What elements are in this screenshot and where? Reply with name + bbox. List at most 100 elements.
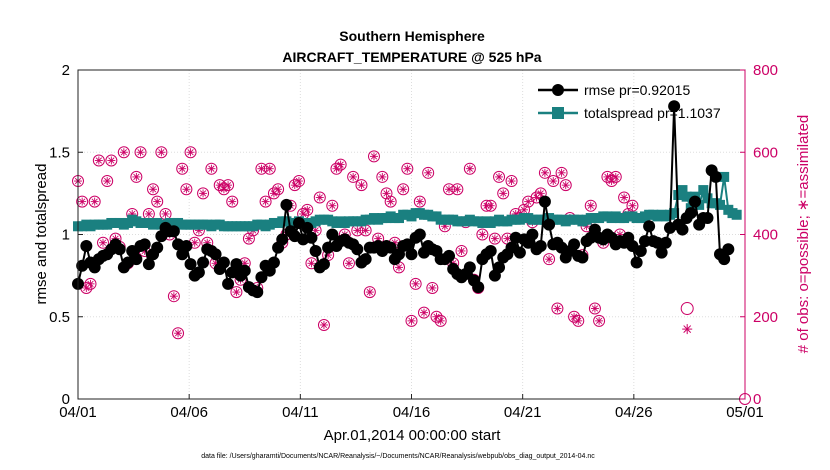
rmse-point: [267, 256, 280, 269]
rmse-point: [222, 277, 235, 290]
x-tick-label: 04/06: [170, 404, 208, 421]
rmse-point: [184, 258, 197, 271]
rmse-point: [192, 266, 205, 279]
x-tick-label: 04/01: [59, 404, 97, 421]
rmse-point: [309, 244, 322, 257]
rmse-point: [684, 207, 697, 220]
chart-title: Southern Hemisphere: [339, 28, 485, 44]
obs-count-point: [326, 199, 339, 212]
totalspread-point: [698, 185, 709, 196]
rmse-point: [463, 261, 476, 274]
y-left-tick-label: 1.5: [49, 144, 70, 161]
obs-count-point: [593, 314, 606, 327]
rmse-point: [472, 281, 485, 294]
rmse-point: [526, 228, 539, 241]
obs-count-point: [451, 183, 464, 196]
rmse-point: [217, 256, 230, 269]
obs-count-point: [92, 154, 105, 167]
obs-possible-point: [680, 302, 694, 316]
rmse-point: [484, 244, 497, 257]
totalspread-point: [714, 199, 725, 210]
obs-count-point: [347, 170, 360, 183]
y-left-tick-label: 0: [62, 391, 70, 408]
totalspread-point: [719, 171, 730, 182]
rmse-point: [251, 286, 264, 299]
obs-count-point: [117, 146, 130, 159]
rmse-point: [443, 249, 456, 262]
y-left-tick-label: 0.5: [49, 309, 70, 326]
obs-count-point: [242, 232, 255, 245]
obs-count-point: [572, 314, 585, 327]
obs-assimilated-point: [682, 324, 693, 335]
obs-count-point: [230, 286, 243, 299]
obs-count-point: [522, 195, 535, 208]
obs-count-point: [130, 170, 143, 183]
obs-count-point: [292, 175, 305, 188]
rmse-point: [688, 195, 701, 208]
rmse-point: [130, 253, 143, 266]
obs-count-point: [147, 183, 160, 196]
obs-count-point: [618, 191, 631, 204]
rmse-point: [113, 243, 126, 256]
rmse-point: [351, 243, 364, 256]
legend-totalspread-label: totalspread pr=1.1037: [584, 105, 721, 121]
rmse-point: [543, 218, 556, 231]
rmse-point: [668, 100, 681, 113]
y-right-tick-label: 0: [753, 391, 761, 408]
obs-count-point: [84, 277, 97, 290]
obs-count-point: [493, 170, 506, 183]
obs-count-point: [434, 314, 447, 327]
obs-count-point: [422, 166, 435, 179]
x-tick-label: 04/21: [504, 404, 542, 421]
obs-count-point: [176, 162, 189, 175]
y-left-tick-label: 1: [62, 227, 70, 244]
obs-count-point: [505, 175, 518, 188]
totalspread-point: [669, 208, 680, 219]
obs-count-point: [609, 170, 622, 183]
rmse-point: [676, 223, 689, 236]
obs-count-point: [313, 191, 326, 204]
obs-count-point: [488, 232, 501, 245]
rmse-point: [180, 240, 193, 253]
rmse-point: [538, 195, 551, 208]
obs-count-point: [342, 257, 355, 270]
rmse-point: [493, 261, 506, 274]
rmse-point: [643, 220, 656, 233]
obs-count-point: [172, 327, 185, 340]
obs-count-point: [205, 162, 218, 175]
obs-count-point: [180, 183, 193, 196]
rmse-point: [413, 228, 426, 241]
obs-count-point: [155, 146, 168, 159]
rmse-point: [384, 241, 397, 254]
obs-count-point: [317, 318, 330, 331]
rmse-point: [326, 228, 339, 241]
obs-count-point: [88, 195, 101, 208]
obs-count-point: [272, 183, 285, 196]
obs-count-point: [463, 162, 476, 175]
y-right-tick-label: 600: [753, 144, 778, 161]
obs-count-point: [543, 253, 556, 266]
footnote: data file: /Users/gharamti/Documents/NCA…: [201, 453, 595, 460]
obs-count-point: [497, 187, 510, 200]
x-tick-label: 04/11: [282, 404, 318, 421]
obs-count-point: [384, 195, 397, 208]
x-axis-ticks: 04/01 04/06 04/11 04/16 04/21 04/26 05/01: [59, 394, 764, 421]
obs-count-point: [547, 175, 560, 188]
obs-count-point: [167, 290, 180, 303]
obs-count-point: [142, 207, 155, 220]
rmse-point: [513, 246, 526, 259]
obs-count-point: [222, 179, 235, 192]
obs-count-point: [626, 199, 639, 212]
obs-count-point: [134, 146, 147, 159]
rmse-point: [255, 271, 268, 284]
rmse-point: [659, 236, 672, 249]
obs-count-point: [588, 302, 601, 315]
obs-count-point: [301, 203, 314, 216]
rmse-point: [359, 253, 372, 266]
rmse-point: [197, 256, 210, 269]
rmse-point: [230, 258, 243, 271]
obs-count-point: [151, 195, 164, 208]
rmse-point: [276, 233, 289, 246]
obs-count-point: [355, 179, 368, 192]
